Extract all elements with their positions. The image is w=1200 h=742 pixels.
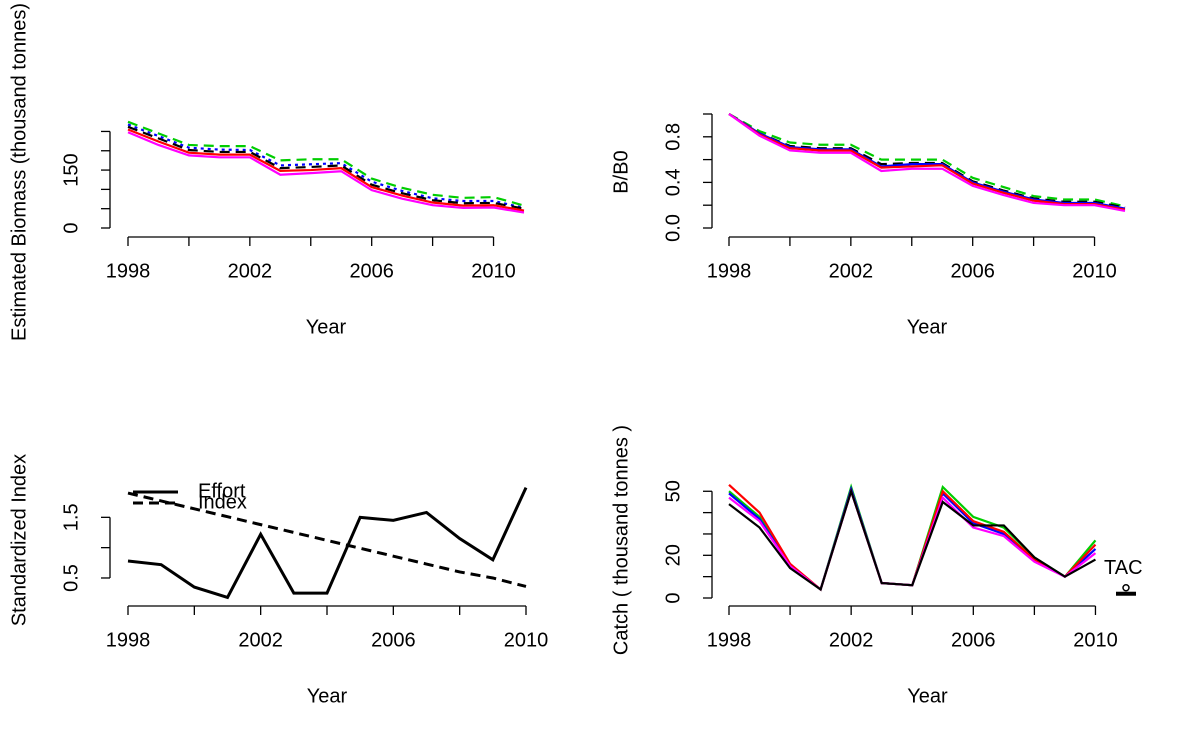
series-line (728, 113, 1126, 212)
series-line (728, 113, 1126, 211)
x-tick-label: 2002 (228, 260, 273, 282)
series-line (728, 113, 1126, 210)
x-tick-label: 1998 (707, 629, 752, 651)
tac-label: TAC (1104, 557, 1143, 579)
series-line (127, 486, 528, 600)
y-tick-label: 0 (60, 222, 82, 233)
y-tick-label: 0 (662, 592, 684, 603)
x-tick-label: 2006 (371, 629, 416, 651)
x-tick-label: 1998 (106, 260, 151, 282)
series-line (127, 128, 525, 212)
x-tick-label: 2010 (1073, 629, 1118, 651)
x-axis-label: Year (907, 685, 948, 707)
x-axis-label: Year (306, 316, 347, 338)
series-line (728, 113, 1126, 208)
series-line (127, 125, 525, 210)
tac-marker-top (1122, 583, 1130, 592)
y-axis-label: Standardized Index (8, 454, 30, 626)
legend-label: Effort (198, 480, 246, 502)
y-tick-label: 1.5 (60, 503, 82, 531)
series-line (127, 120, 525, 207)
series-line (728, 113, 1126, 209)
x-tick-label: 1998 (106, 629, 151, 651)
x-tick-label: 2010 (504, 629, 549, 651)
x-tick-label: 2010 (471, 260, 516, 282)
legend-label: Index (198, 491, 247, 513)
x-tick-label: 2010 (1072, 260, 1117, 282)
y-tick-label: 50 (662, 480, 684, 502)
y-tick-label: 0.4 (662, 168, 684, 196)
tac-marker (1116, 591, 1136, 596)
x-tick-label: 2002 (238, 629, 283, 651)
series-line (127, 123, 525, 209)
y-tick-label: 0.5 (60, 564, 82, 592)
y-tick-label: 0.8 (662, 123, 684, 151)
x-tick-label: 2006 (950, 260, 995, 282)
x-tick-label: 2002 (829, 629, 874, 651)
y-tick-label: 20 (662, 544, 684, 566)
y-tick-label: 150 (60, 153, 82, 186)
series-line (127, 491, 527, 588)
y-axis-label: Estimated Biomass (thousand tonnes) (8, 3, 30, 341)
x-tick-label: 2006 (349, 260, 394, 282)
y-tick-label: 0.0 (662, 214, 684, 242)
series-line (728, 487, 1096, 592)
x-axis-label: Year (307, 685, 348, 707)
x-axis-label: Year (907, 316, 948, 338)
x-tick-label: 2002 (829, 260, 874, 282)
x-tick-label: 1998 (707, 260, 752, 282)
series-line (127, 131, 525, 214)
y-axis-label: Catch ( thousand tonnes ) (610, 425, 632, 655)
x-tick-label: 2006 (951, 629, 996, 651)
y-axis-label: B/B0 (610, 150, 632, 193)
